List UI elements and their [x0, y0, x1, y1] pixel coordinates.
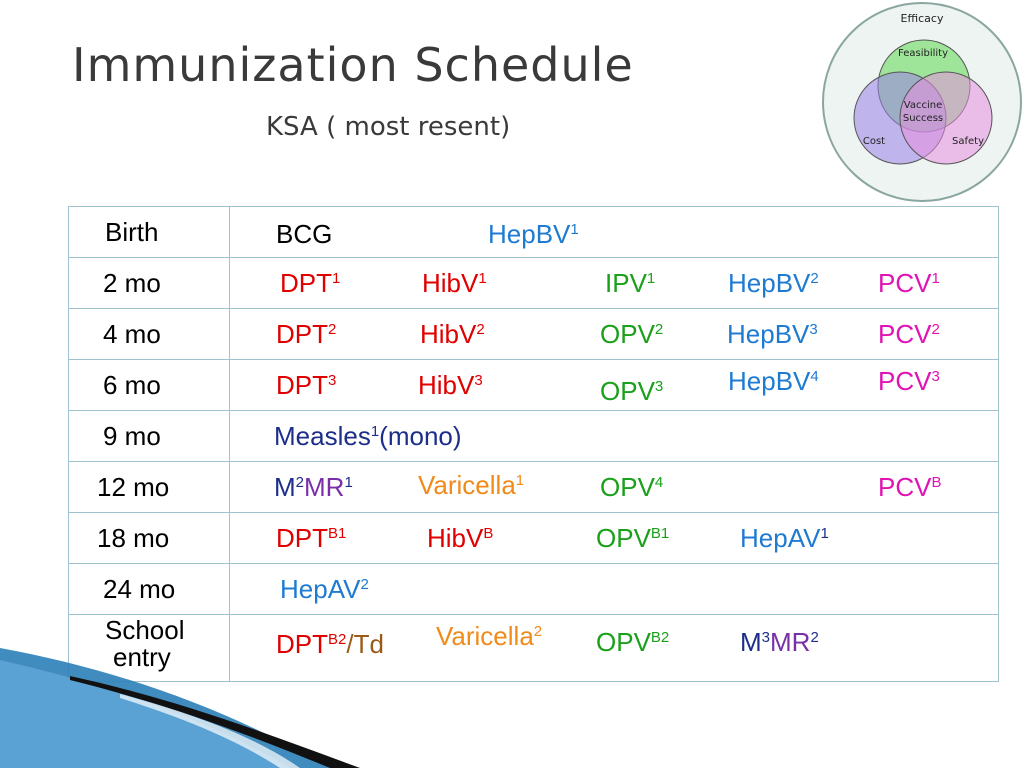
- age-label-line-2: entry: [113, 642, 171, 672]
- age-label: Birth: [105, 217, 159, 247]
- age-label: 9 mo: [103, 421, 161, 451]
- vaccine-cell: DPT3 HibV3 OPV3 HepBV4 PCV3: [229, 359, 999, 411]
- vaccine-opv: OPV2: [600, 319, 664, 349]
- vaccine-pcv: PCVB: [878, 472, 942, 502]
- vaccine-dpt: DPT3: [276, 370, 337, 400]
- table-row: 12 mo M2MR1 Varicella1 OPV4 PCVB: [68, 461, 999, 513]
- age-cell: 18 mo: [68, 512, 230, 564]
- table-row: 6 mo DPT3 HibV3 OPV3 HepBV4 PCV3: [68, 359, 999, 411]
- age-label: 4 mo: [103, 319, 161, 349]
- vaccine-hepav: HepAV2: [280, 574, 369, 604]
- table-row: 18 mo DPTB1 HibVB OPVB1 HepAV1: [68, 512, 999, 564]
- vaccine-opv: OPV3: [600, 376, 664, 406]
- table-row: Birth BCG HepBV1: [68, 206, 999, 258]
- table-row: 2 mo DPT1 HibV1 IPV1 HepBV2 PCV1: [68, 257, 999, 309]
- vaccine-measles: Measles1(mono): [274, 421, 462, 451]
- vaccine-opv: OPV4: [600, 472, 664, 502]
- immunization-schedule-table: Birth BCG HepBV1 2 mo DPT1 HibV1 IPV1 He…: [68, 206, 999, 682]
- safety-circle: [899, 71, 993, 165]
- decorative-swoosh: [0, 648, 360, 768]
- vaccine-cell: DPTB1 HibVB OPVB1 HepAV1: [229, 512, 999, 564]
- vaccine-hepbv: HepBV1: [488, 219, 579, 249]
- vaccine-m3mr2: M3MR2: [740, 627, 819, 657]
- vaccine-hepbv: HepBV3: [727, 319, 818, 349]
- vaccine-dpt: DPT1: [280, 268, 341, 298]
- table-row: 4 mo DPT2 HibV2 OPV2 HepBV3 PCV2: [68, 308, 999, 360]
- age-label: 12 mo: [97, 472, 170, 502]
- venn-label-center-1: Vaccine: [904, 100, 942, 111]
- vaccine-m2mr1: M2MR1: [274, 472, 353, 502]
- vaccine-cell: M2MR1 Varicella1 OPV4 PCVB: [229, 461, 999, 513]
- vaccine-dpt-td: DPTB2/Td: [276, 629, 384, 659]
- age-cell: 6 mo: [68, 359, 230, 411]
- age-label: School entry: [69, 615, 229, 671]
- vaccine-cell: DPT1 HibV1 IPV1 HepBV2 PCV1: [229, 257, 999, 309]
- venn-label-efficacy: Efficacy: [901, 12, 944, 25]
- table-row: 9 mo Measles1(mono): [68, 410, 999, 462]
- vaccine-hibv: HibV2: [420, 319, 485, 349]
- venn-label-safety: Safety: [952, 136, 984, 147]
- venn-label-feasibility: Feasibility: [898, 48, 948, 59]
- vaccine-cell: DPT2 HibV2 OPV2 HepBV3 PCV2: [229, 308, 999, 360]
- vaccine-hepav: HepAV1: [740, 523, 829, 553]
- age-cell: 2 mo: [68, 257, 230, 309]
- vaccine-dpt: DPT2: [276, 319, 337, 349]
- vaccine-varicella: Varicella1: [418, 470, 525, 500]
- vaccine-hibv: HibV1: [422, 268, 487, 298]
- vaccine-pcv: PCV3: [878, 366, 940, 396]
- vaccine-cell: DPTB2/Td Varicella2 OPVB2 M3MR2: [229, 614, 999, 682]
- vaccine-ipv: IPV1: [605, 268, 656, 298]
- venn-label-cost: Cost: [863, 136, 885, 147]
- age-label: 6 mo: [103, 370, 161, 400]
- age-label: 2 mo: [103, 268, 161, 298]
- age-cell: 24 mo: [68, 563, 230, 615]
- table-row: 24 mo HepAV2: [68, 563, 999, 615]
- vaccine-cell: Measles1(mono): [229, 410, 999, 462]
- age-label: 24 mo: [103, 574, 176, 604]
- vaccine-varicella: Varicella2: [436, 621, 543, 651]
- vaccine-opv: OPVB2: [596, 627, 670, 657]
- age-cell: 12 mo: [68, 461, 230, 513]
- vaccine-pcv: PCV2: [878, 319, 940, 349]
- age-cell: Birth: [68, 206, 230, 258]
- page-subtitle: KSA ( most resent): [266, 112, 511, 142]
- age-label: 18 mo: [97, 523, 170, 553]
- vaccine-dpt: DPTB1: [276, 523, 347, 553]
- vaccine-pcv: PCV1: [878, 268, 940, 298]
- table-row: School entry DPTB2/Td Varicella2 OPVB2 M…: [68, 614, 999, 682]
- age-cell: 9 mo: [68, 410, 230, 462]
- vaccine-opv: OPVB1: [596, 523, 670, 553]
- vaccine-hibv: HibV3: [418, 370, 483, 400]
- page-title: Immunization Schedule: [72, 38, 634, 92]
- vaccine-bcg: BCG: [276, 219, 333, 249]
- vaccine-cell: HepAV2: [229, 563, 999, 615]
- vaccine-hibv: HibVB: [427, 523, 494, 553]
- venn-label-center-2: Success: [903, 113, 943, 124]
- vaccine-hepbv: HepBV4: [728, 366, 819, 396]
- vaccine-success-venn-diagram: Efficacy Feasibility Cost Safety Vaccine…: [822, 2, 1022, 202]
- age-label-line-1: School: [105, 615, 185, 645]
- vaccine-hepbv: HepBV2: [728, 268, 819, 298]
- vaccine-cell: BCG HepBV1: [229, 206, 999, 258]
- age-cell: 4 mo: [68, 308, 230, 360]
